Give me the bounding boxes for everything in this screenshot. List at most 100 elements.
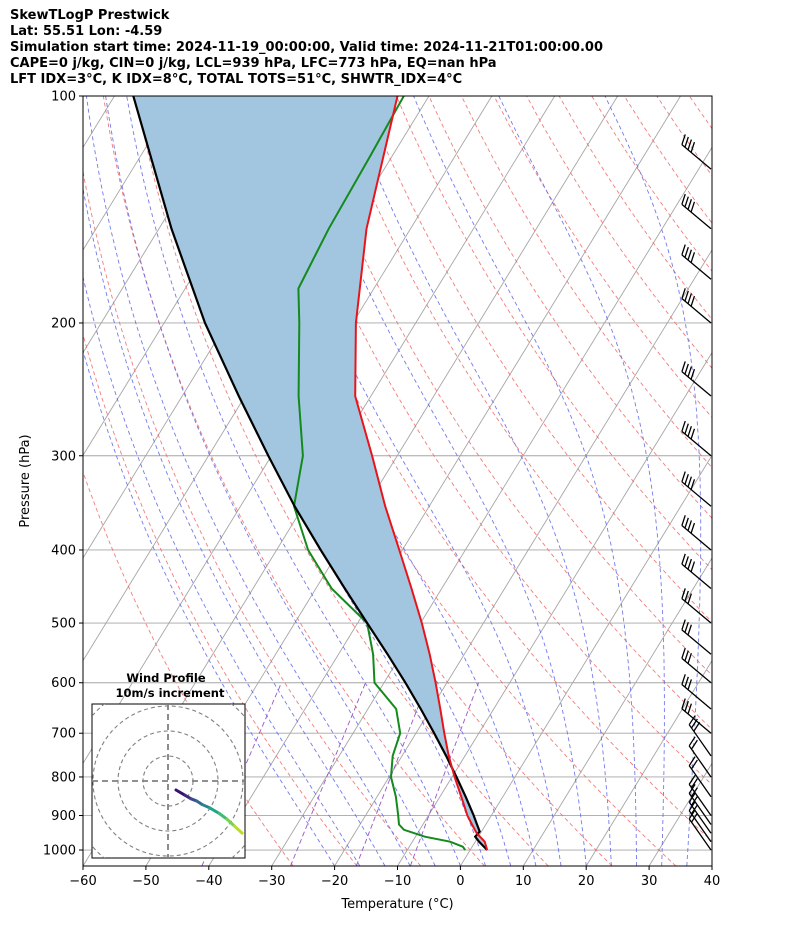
isotherm (83, 96, 241, 354)
dry-adiabat (102, 96, 485, 866)
moist-adiabat (345, 96, 612, 866)
y-tick-label: 200 (51, 316, 76, 331)
parcel-line (132, 96, 488, 851)
wind-barb (709, 96, 711, 97)
wind-barb (681, 647, 712, 684)
moist-adiabat (246, 96, 562, 866)
x-tick-label: 0 (456, 874, 464, 889)
y-tick-label: 500 (51, 617, 76, 632)
dry-adiabat (722, 96, 794, 866)
wind-barb (681, 471, 712, 507)
moist-adiabat (290, 96, 587, 866)
simulation-times: Simulation start time: 2024-11-19_00:00:… (10, 40, 603, 55)
x-tick-label: 10 (515, 874, 532, 889)
isotherm (334, 249, 712, 866)
inset-subtitle: 10m/s increment (116, 686, 225, 700)
wind-barb (688, 756, 712, 798)
x-tick-label: 20 (578, 874, 595, 889)
wind-barb (681, 420, 712, 457)
wind-barb (681, 619, 712, 655)
x-tick-label: −50 (132, 874, 159, 889)
chart-header: SkewTLogP Prestwick Lat: 55.51 Lon: -4.5… (10, 8, 603, 88)
y-tick-label: 900 (51, 809, 76, 824)
moist-adiabat (83, 186, 386, 866)
hodograph-segment (233, 824, 244, 835)
dry-adiabat (135, 96, 549, 866)
moist-adiabat (83, 275, 361, 866)
wind-barb (681, 134, 712, 170)
isotherm (522, 557, 712, 866)
dry-adiabat (623, 96, 712, 224)
dry-adiabat (265, 96, 712, 786)
y-tick-label: 700 (51, 727, 76, 742)
isotherm (711, 865, 712, 866)
wind-barb (688, 775, 712, 816)
dry-adiabat (656, 96, 712, 177)
hodograph-segment (174, 788, 187, 797)
moist-adiabat (711, 860, 712, 866)
y-tick-label: 300 (51, 449, 76, 464)
cape-area (133, 96, 488, 850)
wind-barb (681, 588, 712, 624)
dry-adiabat (330, 96, 712, 676)
isotherm (271, 146, 712, 866)
y-tick-label: 100 (51, 90, 76, 105)
axes: −60 −50 −40 −30 −20 −10 0 10 20 30 40 100 200 300 400 5… (18, 90, 720, 913)
moist-adiabat (737, 96, 794, 866)
mixing-ratio-line (409, 682, 480, 866)
isotherm (460, 454, 712, 866)
inset-title: Wind Profile (126, 671, 206, 685)
mixing-ratio-line (355, 682, 429, 866)
temperature-line (354, 96, 489, 851)
hodograph-segment (217, 812, 229, 821)
moist-adiabat (105, 96, 436, 866)
wind-barb (681, 288, 712, 324)
cape-fill-layer (133, 96, 488, 850)
wind-barb (681, 698, 712, 734)
x-tick-label: 40 (704, 874, 721, 889)
profile-lines (132, 96, 489, 851)
moist-adiabat (83, 348, 335, 866)
y-tick-label: 800 (51, 770, 76, 785)
wind-barb (681, 244, 712, 280)
dry-adiabat (526, 96, 712, 369)
dry-adiabat (493, 96, 712, 419)
isotherm (585, 659, 712, 866)
x-tick-label: −30 (258, 874, 285, 889)
stability-indices-2: LFT IDX=3°C, K IDX=8°C, TOTAL TOTS=51°C,… (10, 72, 463, 87)
x-tick-label: −40 (195, 874, 222, 889)
isotherm (648, 762, 712, 866)
mixing-ratio-line (290, 682, 367, 866)
dry-adiabat (233, 96, 712, 842)
hodograph-segment (208, 806, 221, 816)
dewpoint-line (292, 96, 467, 851)
y-tick-label: 600 (51, 676, 76, 691)
y-tick-label: 1000 (43, 844, 76, 859)
wind-barb (688, 736, 712, 778)
dry-adiabat (83, 470, 294, 866)
dry-adiabat (298, 96, 712, 731)
isotherm (208, 96, 681, 866)
moist-adiabat (498, 96, 665, 866)
x-axis-label: Temperature (°C) (340, 897, 453, 912)
wind-barb (681, 515, 712, 551)
y-tick-label: 400 (51, 543, 76, 558)
station-location: Lat: 55.51 Lon: -4.59 (10, 24, 163, 39)
x-tick-label: 30 (641, 874, 658, 889)
y-axis-label: Pressure (hPa) (18, 434, 33, 527)
wind-barb (681, 674, 712, 710)
dry-adiabat (395, 96, 712, 571)
stability-indices-1: CAPE=0 j/kg, CIN=0 j/kg, LCL=939 hPa, LF… (10, 56, 497, 71)
moist-adiabat (85, 96, 411, 866)
wind-barb (681, 361, 712, 397)
chart-title: SkewTLogP Prestwick (10, 8, 170, 23)
dry-adiabat (689, 96, 712, 130)
dry-adiabat (755, 96, 794, 866)
dry-adiabat (83, 332, 358, 866)
moist-adiabat (126, 96, 461, 866)
x-tick-label: −10 (384, 874, 411, 889)
wind-barb (681, 553, 712, 590)
hodograph-segment (225, 817, 237, 828)
